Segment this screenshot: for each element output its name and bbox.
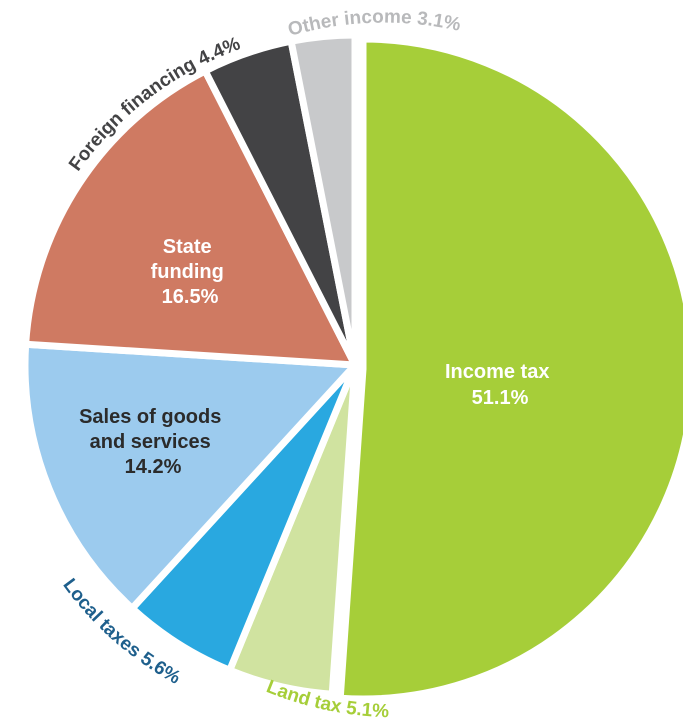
pie-slice-sales-of-goods-and-services — [21, 340, 359, 612]
income-tax-label-name: Income tax — [445, 361, 549, 383]
pie-slice-income-tax — [336, 35, 683, 703]
sales-label-value: 14.2% — [125, 456, 182, 478]
slice-label-state-funding: State funding 16.5% — [151, 236, 230, 308]
pie-slice-other-income — [287, 31, 359, 369]
state-label-line2: funding — [151, 261, 224, 283]
income-tax-label-value: 51.1% — [472, 387, 529, 409]
slice-label-income-tax: Income tax 51.1% — [445, 361, 555, 409]
slice-label-sales: Sales of goods and services 14.2% — [79, 406, 227, 478]
pie-slices — [21, 31, 683, 703]
sales-label-line2: and services — [90, 431, 211, 453]
sales-label-line1: Sales of goods — [79, 406, 221, 428]
state-label-line1: State — [163, 236, 212, 258]
pie-slice-state-funding — [22, 67, 359, 369]
state-label-value: 16.5% — [162, 286, 219, 308]
